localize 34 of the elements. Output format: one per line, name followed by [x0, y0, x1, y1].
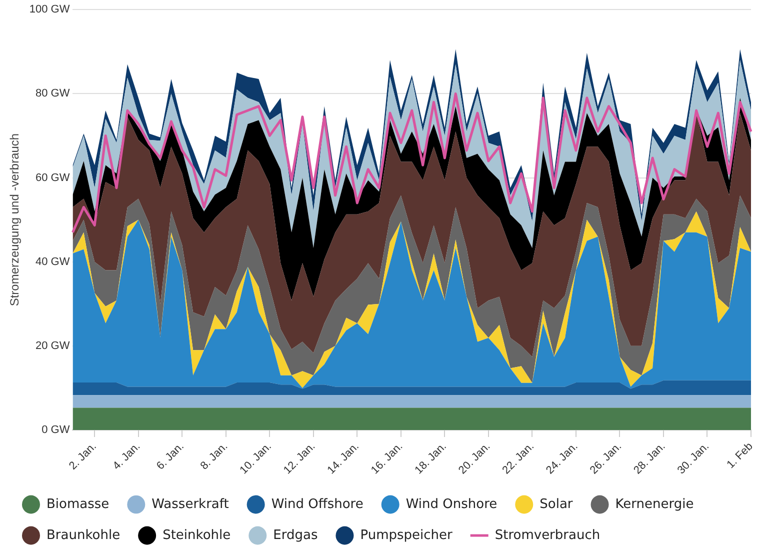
y-tick-label: 60 GW [36, 172, 70, 184]
x-tick-label: 30. Jan. [675, 440, 712, 477]
x-tick-label: 4. Jan. [110, 440, 143, 472]
legend-label: Erdgas [273, 528, 318, 543]
legend-label: Wind Offshore [271, 496, 364, 512]
y-tick-label: 100 GW [29, 4, 70, 16]
x-tick-label: 8. Jan. [198, 440, 230, 472]
legend-label: Braunkohle [46, 528, 120, 543]
legend-label: Pumpspeicher [360, 528, 453, 543]
legend-label: Steinkohle [162, 528, 231, 543]
x-tick-label: 28. Jan. [632, 440, 668, 477]
legend-label: Biomasse [46, 496, 110, 512]
x-tick-label: 1. Feb [724, 440, 756, 471]
x-tick-label: 2. Jan. [67, 440, 99, 472]
legend-label: Wasserkraft [152, 496, 229, 512]
x-tick-label: 20. Jan. [456, 440, 493, 477]
legend-label: Kernenergie [615, 496, 694, 512]
y-axis-title: Stromerzeugung und -verbrauch [8, 133, 22, 306]
x-tick-label: 24. Jan. [544, 440, 580, 477]
x-tick-label: 26. Jan. [588, 440, 624, 477]
x-tick-label: 14. Jan. [325, 440, 362, 477]
legend-label: Solar [540, 496, 574, 512]
y-tick-label: 20 GW [36, 340, 70, 352]
y-tick-label: 80 GW [36, 88, 70, 100]
x-tick-label: 16. Jan. [369, 440, 406, 477]
y-tick-label: 0 GW [42, 424, 70, 436]
x-tick-label: 18. Jan. [412, 440, 449, 477]
x-tick-label: 12. Jan. [282, 440, 318, 477]
legend-label: Stromverbrauch [494, 528, 600, 543]
y-tick-label: 40 GW [36, 256, 70, 268]
legend-label: Wind Onshore [406, 496, 498, 512]
x-tick-label: 6. Jan. [154, 440, 186, 472]
x-tick-label: 22. Jan. [500, 440, 536, 477]
x-tick-label: 10. Jan. [238, 440, 274, 477]
